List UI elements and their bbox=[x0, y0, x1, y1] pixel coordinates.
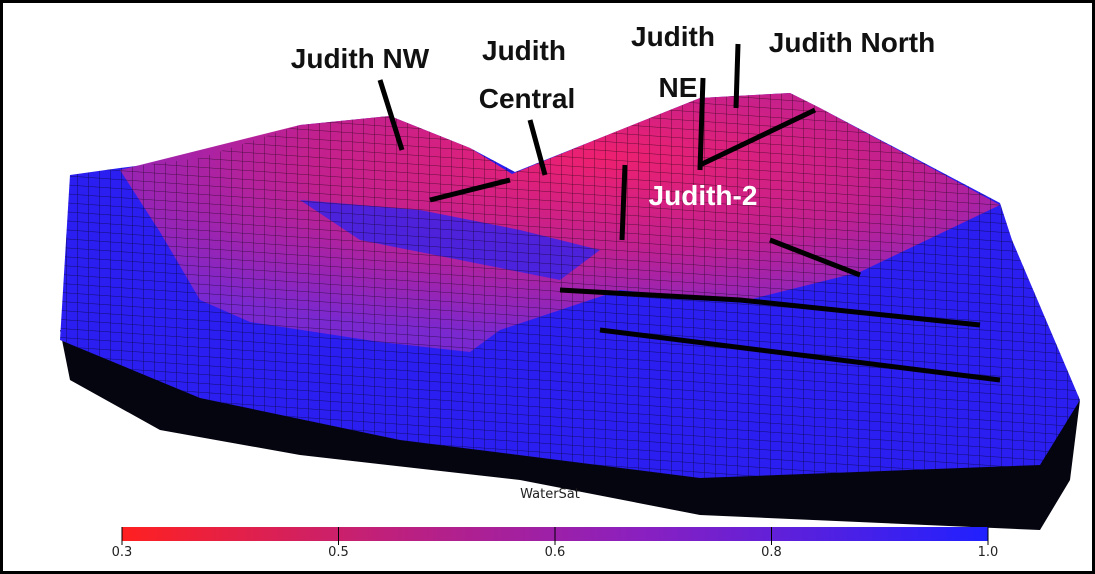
colorbar-tick-label: 0.5 bbox=[328, 545, 349, 560]
colorbar-tick-label: 0.8 bbox=[761, 545, 782, 560]
colorbar-tick-label: 0.3 bbox=[112, 545, 133, 560]
pointer-lines bbox=[377, 43, 741, 241]
well-label: Judith North bbox=[769, 27, 935, 58]
well-label: Judith bbox=[631, 21, 715, 52]
well-label: Judith NW bbox=[291, 43, 430, 74]
well-label: Central bbox=[479, 83, 575, 114]
colorbar-title: WaterSat bbox=[520, 487, 580, 502]
well-label: Judith-2 bbox=[649, 180, 758, 211]
model-base bbox=[60, 330, 1080, 530]
well-label: Judith bbox=[482, 35, 566, 66]
fault-lines bbox=[429, 107, 1001, 383]
colorbar-tick-label: 1.0 bbox=[978, 545, 999, 560]
well-label: NE bbox=[659, 72, 698, 103]
colorbar-tick-label: 0.6 bbox=[545, 545, 566, 560]
model-grid bbox=[60, 93, 1080, 478]
